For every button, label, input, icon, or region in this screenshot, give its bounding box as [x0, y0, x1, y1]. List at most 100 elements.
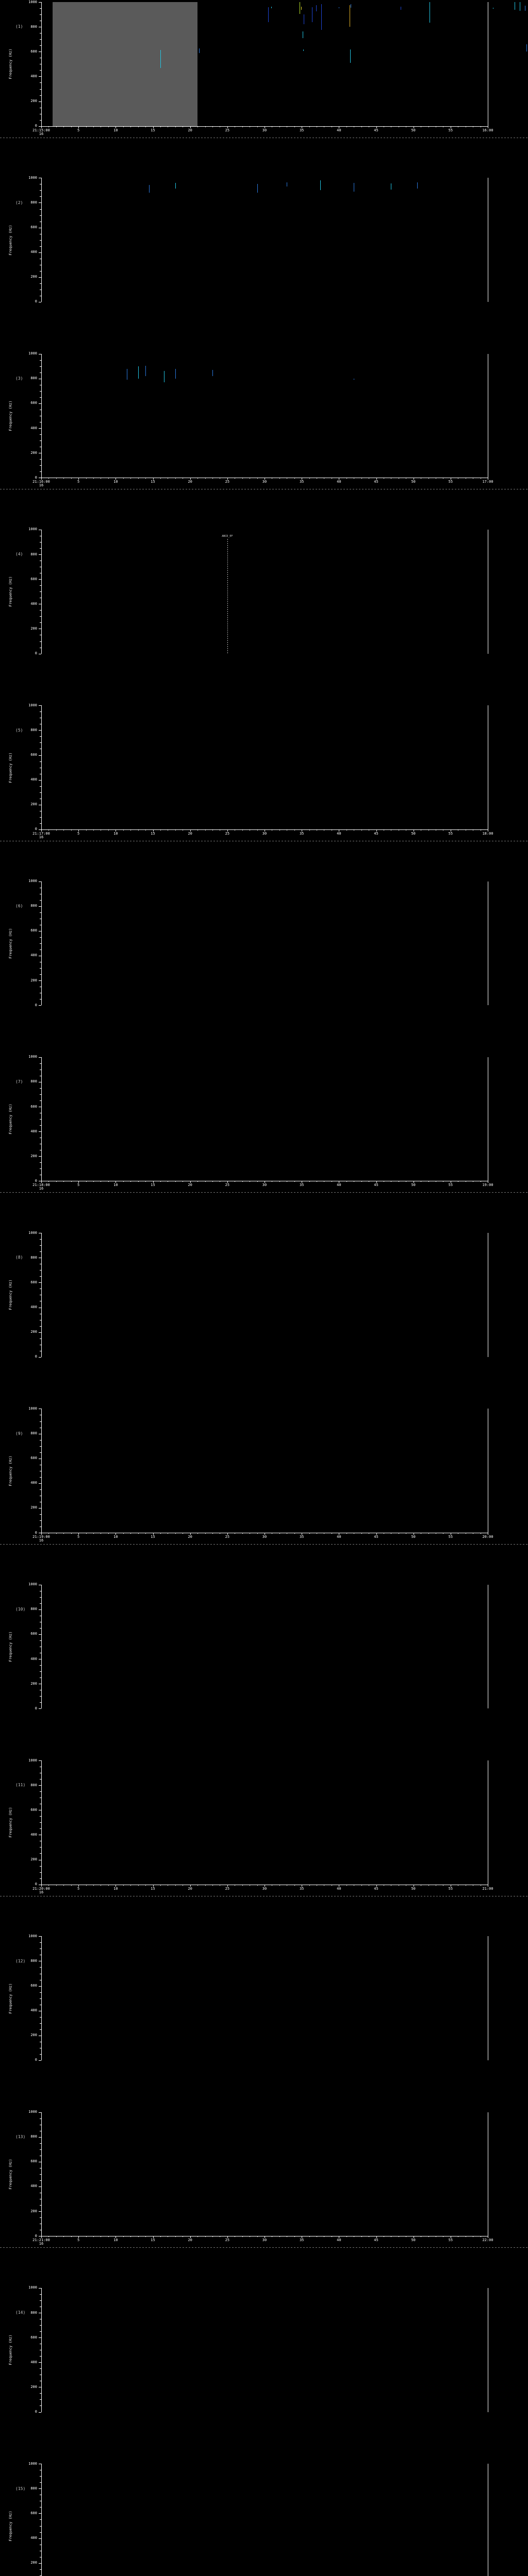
y-tick-label: 200: [30, 99, 37, 104]
y-tick-label: 0: [35, 1178, 37, 1183]
y-tick: [39, 2412, 41, 2413]
x-tick: [428, 1884, 429, 1886]
y-tick: [39, 579, 41, 580]
x-tick: [361, 1181, 362, 1182]
detection-trace: [316, 5, 317, 12]
y-axis-title-text: Frequency (Hz): [8, 2334, 13, 2365]
x-tick-label: 10: [113, 480, 118, 484]
y-tick-label: 400: [30, 1305, 37, 1309]
y-axis-line: [41, 2, 42, 126]
x-tick: [108, 2236, 109, 2238]
y-tick: [40, 1665, 41, 1666]
x-tick: [108, 1181, 109, 1182]
panel-separator: [0, 1544, 528, 1545]
chart-panel-10: 0200400600800100021:24:00165101520253035…: [0, 1583, 528, 1758]
y-tick-label: 600: [30, 401, 37, 405]
x-tick: [145, 126, 146, 127]
x-tick-label: 40: [337, 831, 341, 836]
x-tick: [190, 1533, 191, 1535]
detection-trace: [417, 182, 418, 189]
y-tick: [40, 1671, 41, 1672]
x-tick: [309, 478, 310, 479]
x-tick: [93, 1533, 94, 1534]
x-tick: [86, 126, 87, 127]
y-tick: [39, 1131, 41, 1132]
panel-number: (1): [15, 24, 23, 29]
x-tick: [138, 1884, 139, 1886]
x-tick: [346, 478, 347, 479]
detection-trace: [320, 180, 321, 191]
panel-number: (12): [15, 1958, 26, 1963]
y-tick-label: 1000: [28, 527, 37, 532]
y-tick: [40, 1514, 41, 1515]
x-tick: [153, 829, 154, 832]
y-axis-title: Frequency (Hz): [7, 1409, 13, 1533]
x-tick-label: 55: [448, 1183, 453, 1188]
panel-number: (10): [15, 1607, 26, 1612]
x-tick: [279, 829, 280, 831]
y-tick-label: 200: [30, 1681, 37, 1686]
y-tick: [39, 126, 41, 127]
y-tick: [40, 2180, 41, 2181]
y-tick: [40, 1628, 41, 1629]
x-tick: [153, 126, 154, 128]
x-tick: [257, 1533, 258, 1534]
detection-trace: [268, 7, 269, 22]
x-tick: [48, 478, 50, 479]
x-tick: [242, 126, 243, 127]
y-tick-label: 1000: [28, 1406, 37, 1411]
panel-number: (5): [15, 727, 23, 733]
x-tick: [130, 2236, 131, 2238]
y-tick: [40, 89, 41, 90]
y-axis-line: [41, 2112, 42, 2236]
x-tick: [138, 829, 139, 831]
x-tick: [205, 829, 206, 831]
y-tick: [40, 1162, 41, 1163]
x-tick-label: 19:00: [482, 1183, 493, 1188]
y-axis-title-text: Frequency (Hz): [8, 2510, 13, 2541]
detection-trace: [149, 184, 150, 193]
y-tick: [40, 1446, 41, 1447]
y-tick: [40, 711, 41, 713]
x-tick-label: 55: [448, 831, 453, 836]
x-tick: [153, 478, 154, 480]
y-tick: [39, 906, 41, 907]
y-tick: [40, 1421, 41, 1422]
x-tick: [197, 478, 199, 479]
y-tick: [40, 465, 41, 466]
x-tick: [227, 829, 228, 832]
y-tick: [39, 1936, 41, 1937]
y-tick: [40, 2368, 41, 2369]
x-tick-label: 35: [299, 2238, 304, 2243]
x-tick: [130, 1181, 131, 1182]
y-tick: [39, 2, 41, 3]
x-tick: [175, 829, 176, 831]
x-tick-label: 45: [374, 1183, 378, 1188]
y-tick-label: 800: [30, 727, 37, 732]
y-tick: [40, 1094, 41, 1095]
chart-panel-3: 0 200 400 600 800 1000 21:17:00 16 5 10 15 20 25 30 35…: [0, 352, 528, 841]
y-tick: [40, 120, 41, 121]
chart-panel-4: ABCD_EF 0 200 400 600 800 1000 21:18:00 16 5 10 15 2…: [0, 527, 528, 1193]
x-tick-label: 10: [113, 2238, 118, 2243]
x-tick: [428, 478, 429, 479]
x-tick: [71, 126, 72, 127]
x-tick-label: 35: [299, 1886, 304, 1891]
x-tick-label: 50: [411, 1183, 416, 1188]
y-tick-label: 400: [30, 953, 37, 958]
y-tick-label: 400: [30, 2536, 37, 2540]
x-tick: [130, 829, 131, 831]
y-axis-title-text: Frequency (Hz): [8, 2159, 13, 2190]
x-tick-label: 5: [77, 1535, 80, 1539]
x-tick: [78, 1884, 79, 1887]
y-tick: [40, 1779, 41, 1780]
x-tick: [257, 126, 258, 127]
y-tick: [40, 1828, 41, 1829]
y-tick-label: 400: [30, 777, 37, 782]
x-tick: [123, 829, 124, 831]
y-tick: [39, 101, 41, 102]
detection-trace: [321, 4, 322, 30]
x-tick: [242, 1533, 243, 1534]
y-tick: [39, 1634, 41, 1635]
x-tick-label: 45: [374, 480, 378, 484]
